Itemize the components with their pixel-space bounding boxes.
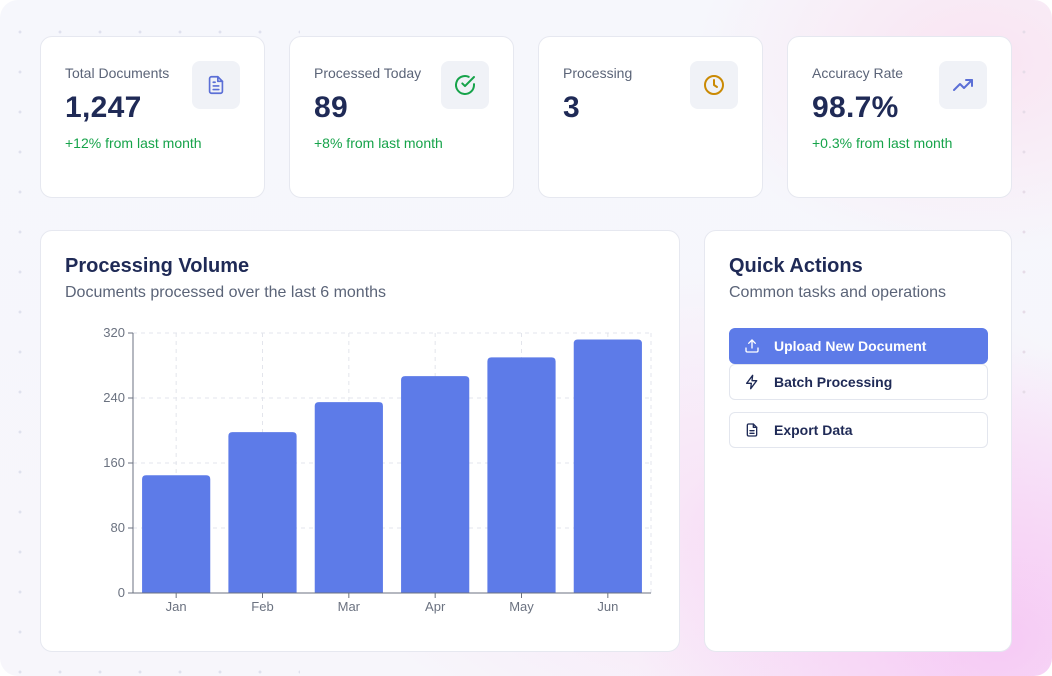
trending-up-icon bbox=[939, 61, 987, 109]
stat-value: 98.7% bbox=[812, 91, 899, 124]
button-label: Batch Processing bbox=[774, 374, 893, 390]
x-tick-label: Jan bbox=[166, 599, 187, 614]
y-tick-label: 240 bbox=[103, 390, 125, 405]
lightning-icon bbox=[730, 374, 774, 390]
y-tick-label: 320 bbox=[103, 325, 125, 340]
stat-value: 89 bbox=[314, 91, 348, 124]
x-tick-label: Jun bbox=[597, 599, 618, 614]
stat-card-total-documents: Total Documents 1,247 +12% from last mon… bbox=[40, 36, 265, 198]
stat-value: 1,247 bbox=[65, 91, 142, 124]
panel-subtitle: Documents processed over the last 6 mont… bbox=[65, 284, 387, 301]
bar-mar bbox=[314, 402, 383, 593]
processing-volume-panel: Processing Volume Documents processed ov… bbox=[40, 230, 680, 652]
y-tick-label: 160 bbox=[103, 455, 125, 470]
bar-chart: 0 80 160 240 320 Jan Feb Mar Apr May Jun bbox=[65, 325, 665, 625]
y-tick-label: 0 bbox=[118, 585, 125, 600]
document-icon bbox=[192, 61, 240, 109]
stat-card-processing: Processing 3 bbox=[538, 36, 763, 198]
stat-delta: +12% from last month bbox=[65, 135, 202, 151]
bar-feb bbox=[228, 432, 297, 593]
x-tick-label: Apr bbox=[425, 599, 446, 614]
y-tick-label: 80 bbox=[111, 520, 125, 535]
x-tick-label: May bbox=[509, 599, 534, 614]
panel-title: Quick Actions bbox=[729, 255, 863, 277]
bar-may bbox=[487, 357, 556, 593]
bar-jan bbox=[142, 475, 211, 593]
export-data-button[interactable]: Export Data bbox=[729, 412, 988, 448]
stat-label: Processing bbox=[563, 65, 633, 81]
stat-value: 3 bbox=[563, 91, 580, 124]
stat-card-processed-today: Processed Today 89 +8% from last month bbox=[289, 36, 514, 198]
upload-icon bbox=[730, 338, 774, 354]
x-tick-label: Mar bbox=[338, 599, 361, 614]
stat-label: Processed Today bbox=[314, 65, 422, 81]
quick-actions-panel: Quick Actions Common tasks and operation… bbox=[704, 230, 1012, 652]
stat-card-accuracy-rate: Accuracy Rate 98.7% +0.3% from last mont… bbox=[787, 36, 1012, 198]
batch-processing-button[interactable]: Batch Processing bbox=[729, 364, 988, 400]
upload-new-document-button[interactable]: Upload New Document bbox=[729, 328, 988, 364]
stat-label: Total Documents bbox=[65, 65, 170, 81]
stat-label: Accuracy Rate bbox=[812, 65, 904, 81]
stat-delta: +8% from last month bbox=[314, 135, 443, 151]
file-text-icon bbox=[730, 422, 774, 438]
panel-title: Processing Volume bbox=[65, 255, 250, 277]
bar-apr bbox=[401, 376, 470, 593]
panel-subtitle: Common tasks and operations bbox=[729, 284, 946, 301]
bar-jun bbox=[573, 339, 642, 593]
clock-icon bbox=[690, 61, 738, 109]
check-circle-icon bbox=[441, 61, 489, 109]
bar-chart-svg: 0 80 160 240 320 Jan Feb Mar Apr May Jun bbox=[103, 325, 652, 614]
button-label: Upload New Document bbox=[774, 338, 927, 354]
button-label: Export Data bbox=[774, 422, 853, 438]
stat-delta: +0.3% from last month bbox=[812, 135, 953, 151]
x-tick-label: Feb bbox=[251, 599, 273, 614]
